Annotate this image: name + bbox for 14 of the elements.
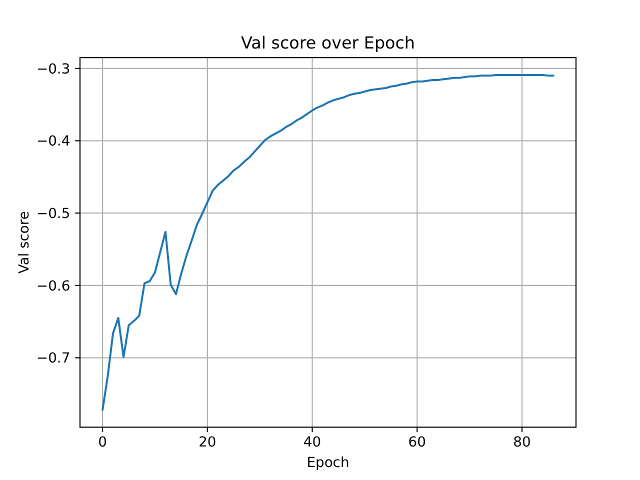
x-tick-label: 80: [513, 434, 531, 451]
x-axis-title: Epoch: [306, 455, 350, 471]
y-tick-label: −0.5: [36, 206, 70, 222]
y-tick-label: −0.3: [36, 61, 70, 78]
y-tick-label: −0.6: [36, 278, 70, 294]
y-tick-label: −0.7: [36, 350, 70, 367]
x-tick-label: 0: [98, 434, 107, 451]
y-axis-title: Val score: [16, 211, 32, 274]
x-tick-label: 60: [408, 434, 426, 451]
x-tick-label: 40: [303, 434, 322, 451]
line-series: [102, 74, 554, 411]
y-tick-label: −0.4: [36, 134, 70, 150]
chart-title: Val score over Epoch: [240, 32, 416, 52]
x-tick-label: 20: [198, 434, 216, 451]
